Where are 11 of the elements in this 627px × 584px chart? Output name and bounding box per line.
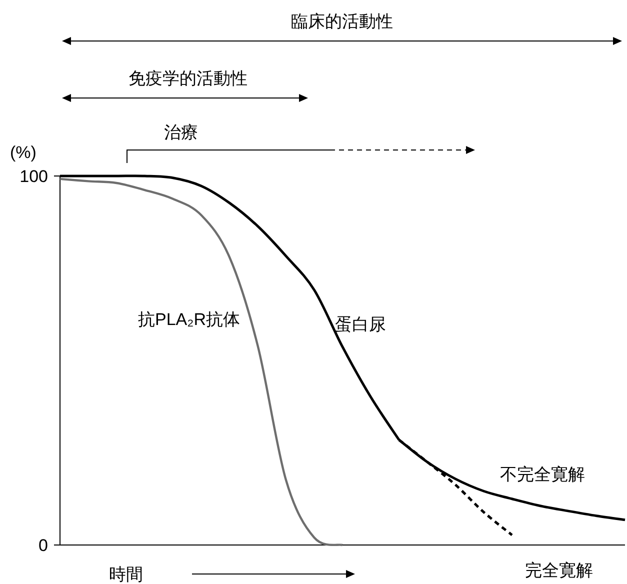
y-tick-label: 0 bbox=[38, 536, 48, 555]
text: 時間 bbox=[109, 565, 143, 584]
series-label: 不完全寛解 bbox=[500, 465, 585, 484]
series-label: 蛋白尿 bbox=[335, 315, 386, 334]
series-label: 完全寛解 bbox=[525, 561, 593, 580]
text: 免疫学的活動性 bbox=[128, 69, 248, 88]
y-tick-label: 100 bbox=[20, 167, 48, 186]
series-label: 抗PLA₂R抗体 bbox=[138, 310, 240, 329]
text: 臨床的活動性 bbox=[291, 12, 393, 31]
text: 治療 bbox=[164, 123, 198, 142]
y-axis-title: (%) bbox=[10, 143, 36, 162]
